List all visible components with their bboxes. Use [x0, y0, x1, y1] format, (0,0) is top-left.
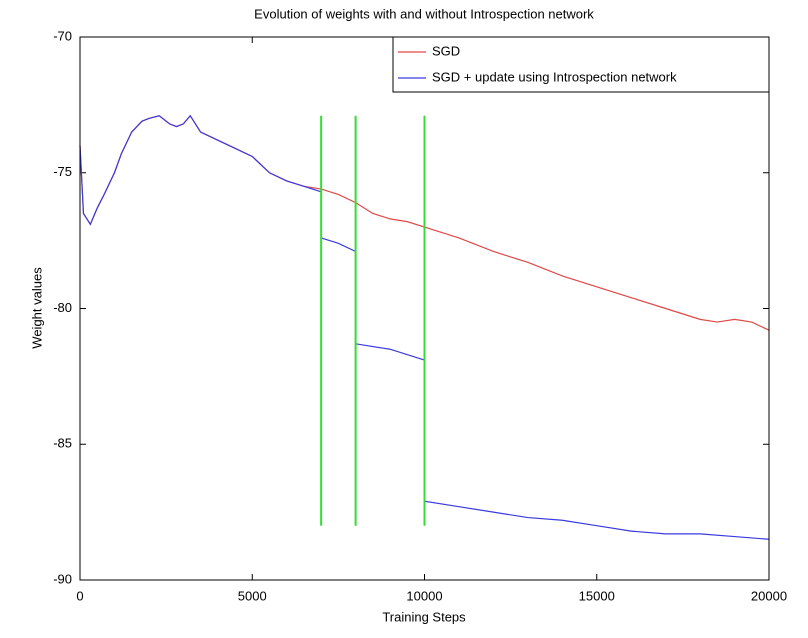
x-tick-label: 5000 [238, 588, 267, 603]
x-axis-label: Training Steps [382, 609, 466, 624]
x-tick-label: 0 [76, 588, 83, 603]
legend-label: SGD [432, 43, 460, 58]
x-tick-label: 20000 [751, 588, 787, 603]
y-tick-label: -80 [53, 300, 72, 315]
x-tick-label: 10000 [406, 588, 442, 603]
x-tick-label: 15000 [579, 588, 615, 603]
legend-label: SGD + update using Introspection network [432, 69, 677, 84]
y-tick-label: -90 [53, 571, 72, 586]
y-tick-label: -70 [53, 28, 72, 43]
legend-box [392, 36, 770, 93]
chart-title: Evolution of weights with and without In… [254, 6, 594, 21]
y-axis-label: Weight values [29, 267, 44, 349]
y-tick-label: -85 [53, 436, 72, 451]
y-tick-label: -75 [53, 164, 72, 179]
series-line [79, 114, 770, 540]
